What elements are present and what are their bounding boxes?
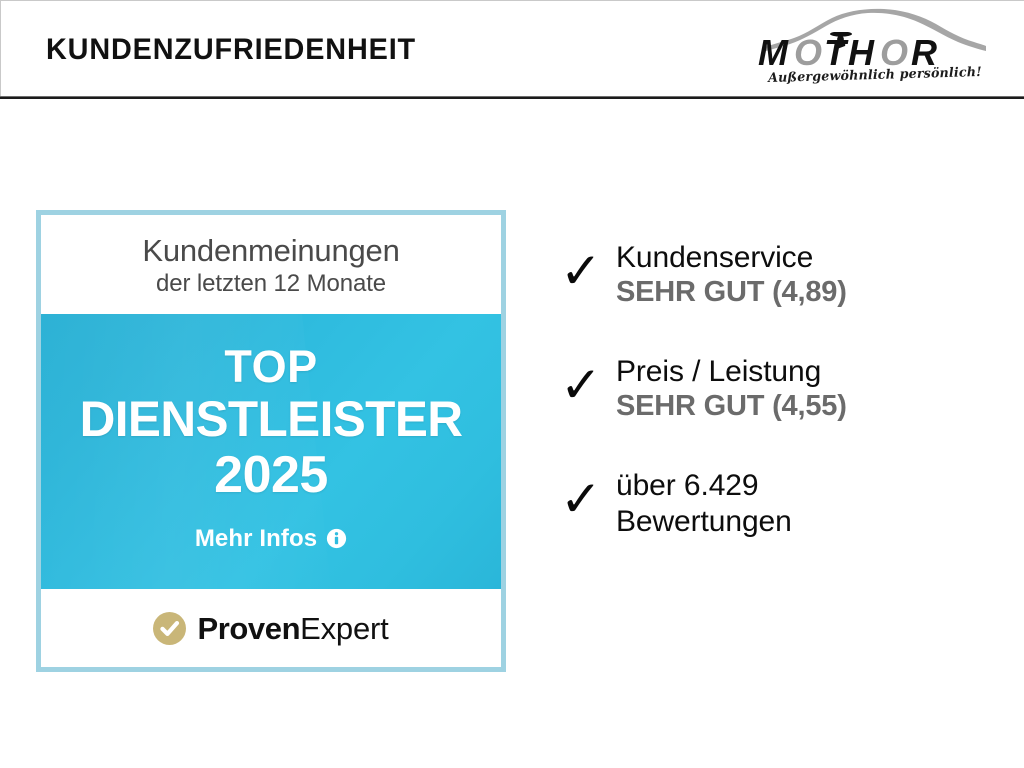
header-divider xyxy=(0,96,1024,99)
badge-award-top: TOP xyxy=(224,341,318,393)
review-count-line1: über 6.429 xyxy=(616,469,759,503)
list-item-text: über 6.429 Bewertungen xyxy=(616,468,990,540)
svg-text:O: O xyxy=(880,32,908,72)
checkmark-icon: ✓ xyxy=(560,470,602,529)
badge-footer[interactable]: ProvenExpert xyxy=(41,589,501,667)
provenexpert-brand-bold: Proven xyxy=(197,610,301,646)
svg-text:O: O xyxy=(794,32,822,72)
rating-category-1: Preis / Leistung xyxy=(616,355,822,389)
review-count-line2: Bewertungen xyxy=(616,505,792,539)
list-item: ✓ Preis / Leistung SEHR GUT (4,55) xyxy=(560,354,990,424)
badge-body: TOP DIENSTLEISTER 2025 Mehr Infos xyxy=(41,314,501,589)
page-top-edge xyxy=(0,0,1024,1)
badge-header-line1: Kundenmeinungen xyxy=(142,233,400,269)
badge-award-category: DIENSTLEISTER xyxy=(79,391,463,448)
rating-value-0: SEHR GUT (4,89) xyxy=(616,276,847,309)
page-header: KUNDENZUFRIEDENHEIT M O T H O xyxy=(0,0,1024,99)
check-badge-icon xyxy=(153,611,187,645)
provenexpert-badge[interactable]: Kundenmeinungen der letzten 12 Monate TO… xyxy=(36,210,506,672)
hat-figure-icon xyxy=(830,32,852,49)
list-item-text: Preis / Leistung SEHR GUT (4,55) xyxy=(616,354,990,424)
mothor-wordmark: M O T H O R xyxy=(756,32,988,72)
mothor-tagline: Außergewöhnlich persönlich! xyxy=(767,65,983,86)
ratings-checklist: ✓ Kundenservice SEHR GUT (4,89) ✓ Preis … xyxy=(560,240,990,540)
provenexpert-brand-light: Expert xyxy=(300,610,389,646)
badge-header-line2: der letzten 12 Monate xyxy=(155,269,387,297)
more-info-button[interactable]: Mehr Infos xyxy=(41,525,501,553)
mothor-logo: M O T H O R xyxy=(756,8,988,92)
mothor-tagline-wrap: Außergewöhnlich persönlich! xyxy=(762,65,988,90)
list-item-text: Kundenservice SEHR GUT (4,89) xyxy=(616,240,990,310)
info-circle-icon[interactable] xyxy=(326,528,347,549)
checkmark-icon: ✓ xyxy=(560,242,602,300)
svg-text:T: T xyxy=(824,32,849,72)
list-item: ✓ über 6.429 Bewertungen xyxy=(560,468,990,540)
page-left-edge xyxy=(0,0,1,98)
more-info-label: Mehr Infos xyxy=(194,524,318,552)
car-silhouette-arc-icon xyxy=(762,8,986,52)
svg-text:R: R xyxy=(911,32,937,72)
rating-category-0: Kundenservice xyxy=(616,241,814,274)
badge-header: Kundenmeinungen der letzten 12 Monate xyxy=(41,215,501,314)
page-title: KUNDENZUFRIEDENHEIT xyxy=(46,33,417,66)
badge-award-year: 2025 xyxy=(214,446,328,505)
svg-text:M: M xyxy=(758,32,789,72)
rating-value-1: SEHR GUT (4,55) xyxy=(616,390,847,423)
checkmark-icon: ✓ xyxy=(560,356,602,415)
provenexpert-wordmark: ProvenExpert xyxy=(197,613,388,644)
list-item: ✓ Kundenservice SEHR GUT (4,89) xyxy=(560,240,990,310)
svg-text:H: H xyxy=(848,32,875,72)
